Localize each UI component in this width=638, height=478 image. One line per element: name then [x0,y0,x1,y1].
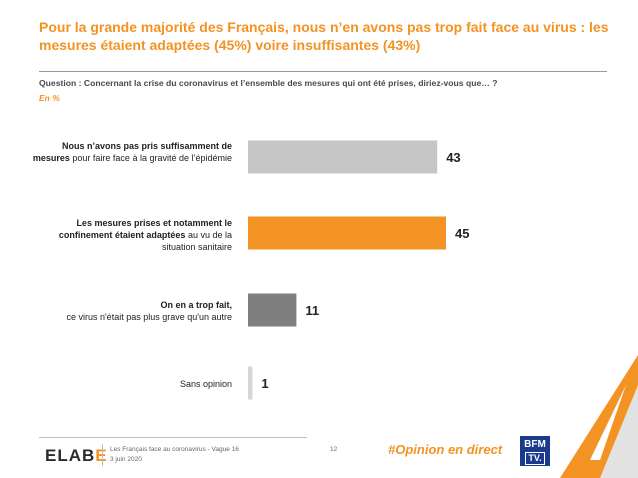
page-title: Pour la grande majorité des Français, no… [39,19,609,53]
category-label-too-much: On en a trop fait, ce virus n'était pas p… [30,299,232,323]
category-label-adapted: Les mesures prises et notamment le confi… [30,217,232,253]
footer-date: 3 juin 2020 [110,456,142,463]
category-label-bold: Nous n’avons pas pris suffisamment de me… [32,141,232,163]
bfmtv-logo: BFM TV. [520,436,550,466]
page-number: 12 [330,446,338,453]
category-label-rest: pour faire face à la gravité de l’épidém… [69,153,232,163]
decorative-triangle-icon [560,355,638,478]
bar-3 [248,293,297,327]
category-label-no-opinion: Sans opinion [30,378,232,390]
bar-value-label: 11 [305,303,319,318]
survey-question: Question : Concernant la crise du corona… [39,78,498,88]
category-label-rest: ce virus n'était pas plus grave qu'un au… [66,312,232,322]
bar-value-label: 1 [261,376,268,391]
category-label-bold: On en a trop fait, [160,300,232,310]
category-label-insufficient: Nous n’avons pas pris suffisamment de me… [30,140,232,164]
bar-1 [248,140,438,174]
title-divider [39,71,607,72]
hashtag: #Opinion en direct [388,442,503,457]
footer-study-title: Les Français face au coronavirus - Vague… [110,446,239,453]
unit-label: En % [39,93,60,103]
bar-4 [248,366,253,400]
footer-separator [102,444,103,466]
footer-divider [39,437,307,438]
category-label-rest: au vu de la situation sanitaire [161,230,232,252]
bar-2 [248,216,446,250]
category-label-rest: Sans opinion [179,379,232,389]
elabe-logo: ELABE [45,446,107,465]
bar-value-label: 43 [446,150,460,165]
category-label-bold: Les mesures prises et notamment le confi… [58,218,232,240]
bar-value-label: 45 [455,226,469,241]
